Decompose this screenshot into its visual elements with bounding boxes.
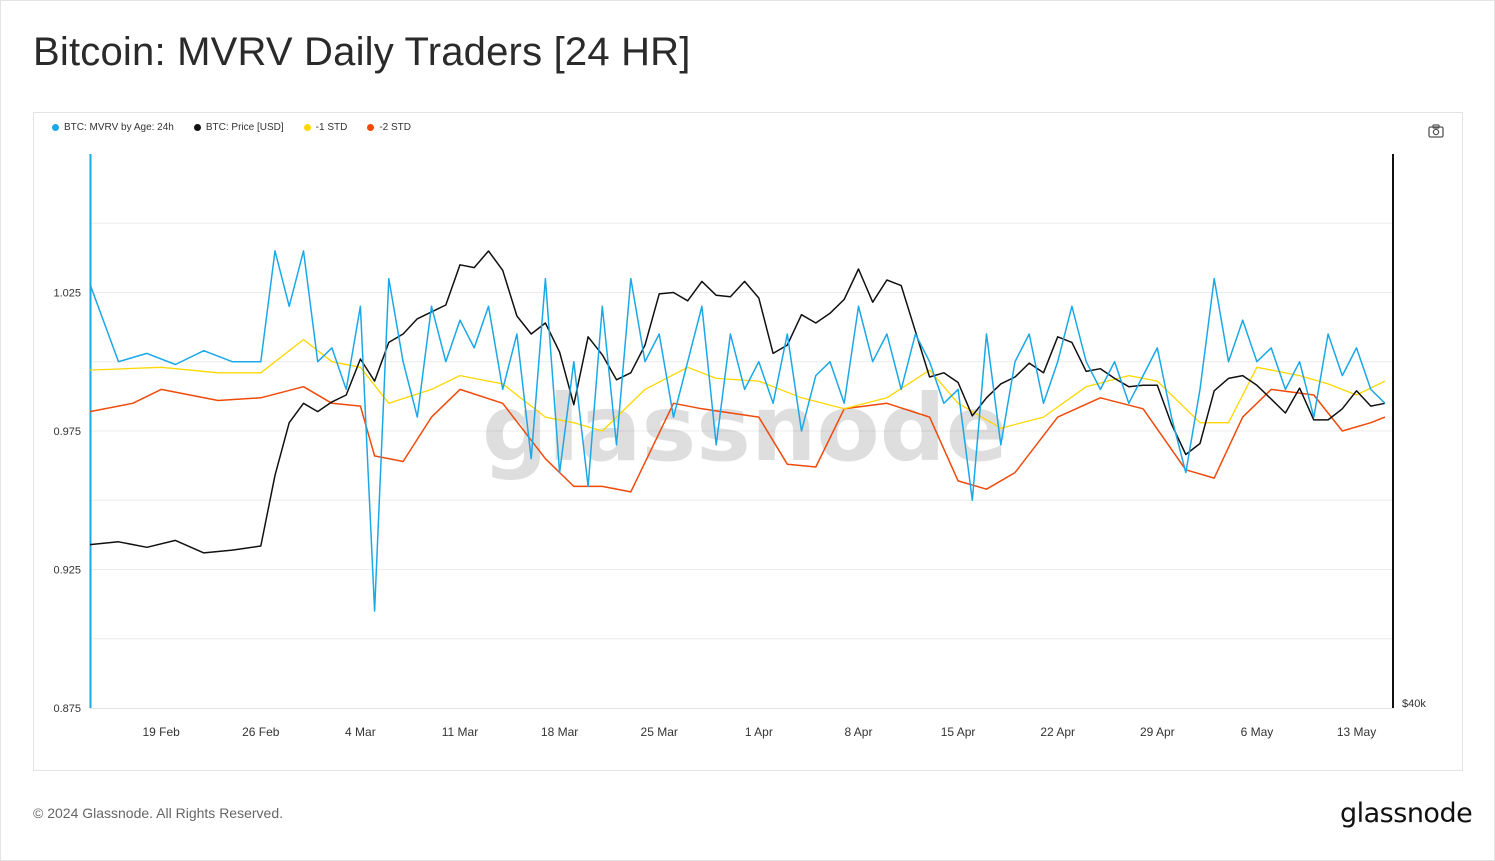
y-right-tick-label: $40k [1402,698,1426,710]
legend-item-mvrv[interactable]: BTC: MVRV by Age: 24h [52,122,174,133]
x-tick-label: 22 Apr [1040,725,1075,739]
legend-dot-2std [367,124,375,131]
legend-label-1std: -1 STD [315,122,348,133]
legend-label-2std: -2 STD [379,122,412,133]
chart-panel [33,112,1463,771]
x-tick-label: 29 Apr [1140,725,1175,739]
series-line-btc-price-usd- [89,250,1386,554]
legend-label-mvrv: BTC: MVRV by Age: 24h [64,122,174,133]
series-line--2-std [89,385,1386,493]
y-tick-label: 0.875 [53,703,81,715]
legend-dot-1std [303,124,311,131]
x-tick-label: 1 Apr [745,725,773,739]
legend-label-price: BTC: Price [USD] [205,122,284,133]
x-tick-label: 8 Apr [844,725,872,739]
legend-item-1std[interactable]: -1 STD [303,122,348,133]
footer-logo: glassnode [1340,798,1473,829]
y-tick-label: 1.025 [53,288,81,300]
x-tick-label: 18 Mar [541,725,578,739]
legend-item-2std[interactable]: -2 STD [367,122,411,133]
x-tick-label: 15 Apr [941,725,976,739]
x-tick-label: 19 Feb [142,725,180,739]
legend-dot-price [193,124,201,131]
x-tick-label: 6 May [1241,725,1274,739]
y-tick-label: 0.975 [53,426,81,438]
legend-dot-mvrv [52,124,59,131]
chart-legend: BTC: MVRV by Age: 24h BTC: Price [USD] -… [52,122,411,133]
camera-icon[interactable] [1428,124,1444,138]
legend-item-price[interactable]: BTC: Price [USD] [193,122,284,133]
x-tick-label: 26 Feb [242,725,280,739]
footer-copyright: © 2024 Glassnode. All Rights Reserved. [33,805,284,821]
x-tick-label: 4 Mar [345,725,376,739]
series-line-btc-mvrv-by-age-24h [89,250,1386,612]
page-title: Bitcoin: MVRV Daily Traders [24 HR] [33,30,691,74]
x-tick-label: 11 Mar [442,725,478,739]
y-tick-label: 0.925 [53,565,81,577]
x-tick-label: 25 Mar [641,725,678,739]
x-tick-label: 13 May [1337,725,1376,739]
